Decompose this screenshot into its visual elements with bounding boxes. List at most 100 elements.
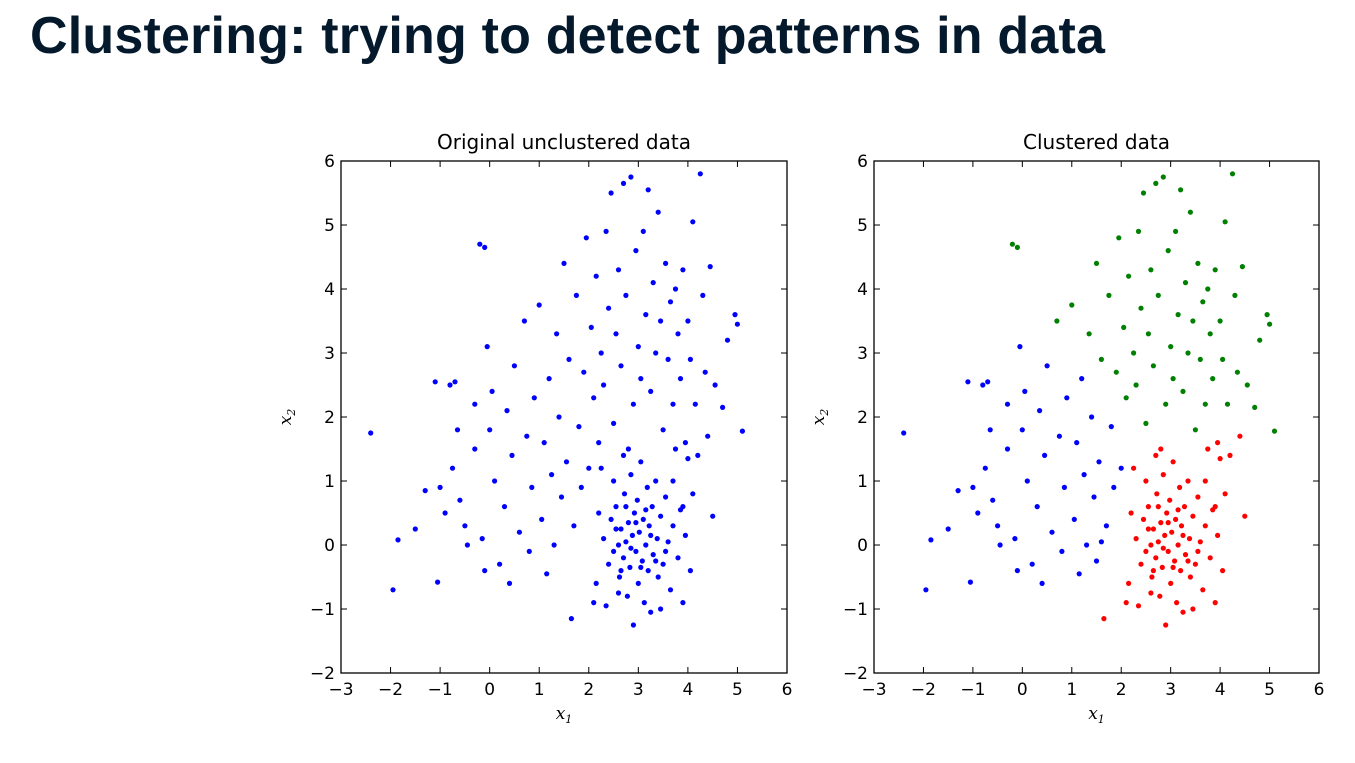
data-point <box>707 264 713 270</box>
data-point <box>615 590 622 596</box>
data-point <box>578 484 584 490</box>
data-point <box>412 526 418 532</box>
data-point <box>1155 292 1161 298</box>
data-point <box>487 427 493 433</box>
data-point <box>484 344 490 350</box>
data-point <box>497 561 503 567</box>
y-tick-label: 2 <box>324 408 335 428</box>
data-point <box>1121 324 1127 330</box>
data-point <box>955 488 961 494</box>
data-point <box>672 446 679 452</box>
data-point <box>1123 395 1129 401</box>
data-point <box>1111 484 1117 490</box>
data-point <box>712 382 718 388</box>
data-point <box>648 609 654 615</box>
data-point <box>690 491 696 497</box>
data-point <box>1086 331 1092 337</box>
data-point <box>648 388 654 394</box>
data-point <box>1197 356 1203 362</box>
data-point <box>682 440 689 446</box>
data-point <box>1175 542 1181 548</box>
data-point <box>672 286 679 292</box>
data-point <box>670 401 676 407</box>
data-point <box>1222 219 1228 225</box>
data-point <box>568 616 575 622</box>
x-axis-label: x1 <box>556 704 573 726</box>
data-point <box>539 516 545 523</box>
data-point <box>457 497 463 503</box>
data-point <box>1222 491 1228 497</box>
data-point <box>531 395 537 401</box>
data-point <box>554 331 560 337</box>
data-point <box>620 452 627 458</box>
data-point <box>546 376 552 382</box>
data-point <box>640 516 646 523</box>
data-point <box>1128 510 1134 516</box>
data-point <box>571 523 577 529</box>
data-point <box>628 174 634 180</box>
x-tick-label: 2 <box>1116 680 1127 700</box>
data-point <box>644 484 650 490</box>
data-point <box>631 510 638 516</box>
data-point <box>1158 520 1164 526</box>
data-point <box>1131 350 1137 356</box>
data-point <box>1054 318 1060 324</box>
data-point <box>680 267 686 273</box>
data-point <box>1061 484 1067 490</box>
data-point <box>1143 548 1149 555</box>
data-point <box>1037 408 1043 414</box>
data-point <box>1190 606 1196 612</box>
data-point <box>1185 558 1191 564</box>
data-point <box>1220 568 1226 574</box>
data-point <box>639 558 645 564</box>
data-point <box>655 574 661 580</box>
x-tick-label: 1 <box>534 680 545 700</box>
data-point <box>618 363 624 369</box>
data-point <box>638 459 644 465</box>
data-point <box>720 404 726 410</box>
data-point <box>611 420 617 426</box>
data-point <box>1101 616 1107 622</box>
data-point <box>1185 478 1191 484</box>
data-point <box>980 382 986 388</box>
data-point <box>1202 523 1208 529</box>
data-point <box>1014 568 1021 574</box>
data-point <box>638 376 644 382</box>
y-tick-label: 4 <box>324 280 335 300</box>
data-point <box>1059 548 1065 555</box>
data-point <box>658 318 664 324</box>
y-tick-label: 5 <box>857 216 868 236</box>
data-point <box>1138 305 1144 311</box>
data-point <box>1257 337 1263 343</box>
data-point <box>1170 564 1176 571</box>
data-point <box>611 548 617 555</box>
data-point <box>633 548 639 555</box>
data-point <box>1186 536 1193 542</box>
data-point <box>1049 529 1055 535</box>
data-point <box>630 401 637 407</box>
data-point <box>700 292 706 298</box>
data-point <box>1164 510 1170 516</box>
data-point <box>616 574 623 580</box>
data-point <box>685 456 691 462</box>
data-point <box>1202 401 1208 407</box>
data-point <box>1180 609 1186 615</box>
data-point <box>1014 244 1021 250</box>
data-point <box>1181 504 1188 510</box>
data-point <box>1155 504 1161 510</box>
data-point <box>588 324 594 330</box>
data-point <box>1165 520 1171 526</box>
data-point <box>586 465 592 471</box>
data-point <box>1149 574 1155 580</box>
data-point <box>462 523 468 529</box>
data-point <box>653 558 659 564</box>
data-point <box>1195 260 1201 266</box>
data-point <box>1039 580 1045 587</box>
data-point <box>529 484 535 490</box>
scatter-panel-2: Clustered data−3 −2 −1 0 1 2 3 4 5 6−2−10123456x1… <box>809 130 1324 726</box>
y-axis-label: x2 <box>276 409 298 426</box>
data-point <box>1079 376 1085 382</box>
data-point <box>516 529 523 535</box>
data-point <box>670 523 676 529</box>
data-point <box>1200 587 1206 593</box>
